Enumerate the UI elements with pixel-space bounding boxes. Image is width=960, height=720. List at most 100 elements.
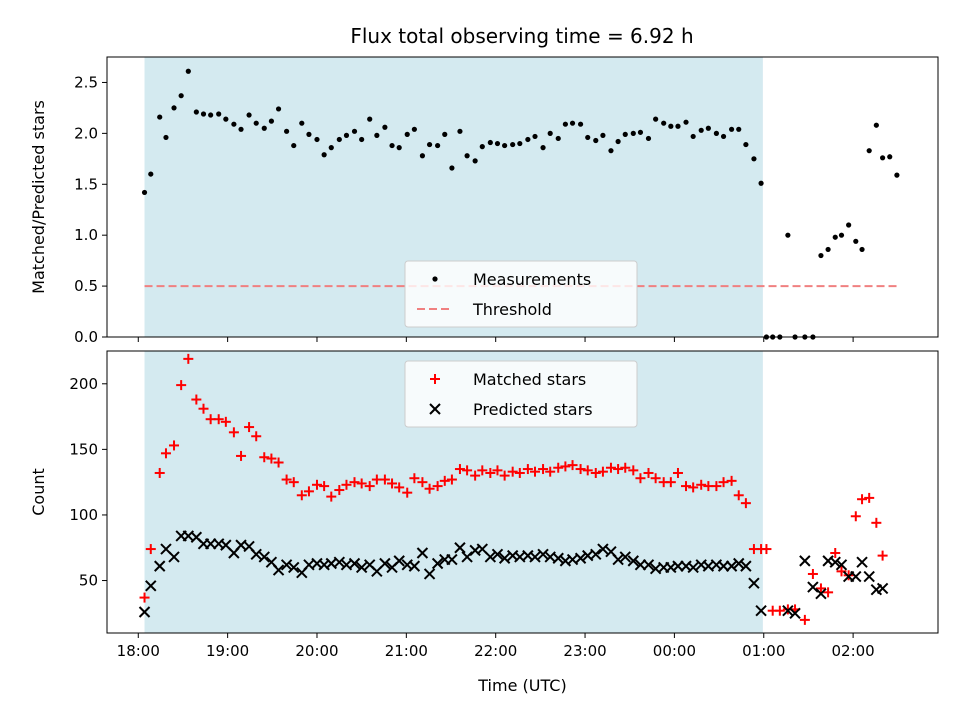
matched-star-point (522, 464, 533, 475)
measurement-point (540, 145, 546, 151)
measurement-point (645, 135, 652, 142)
bottom-y-ticks: 50 100 150 200 (69, 375, 107, 590)
measurement-point (328, 145, 334, 151)
top-legend: Measurements Threshold (404, 260, 638, 328)
matched-star-point (485, 467, 496, 478)
matched-star-point (191, 394, 202, 405)
matched-star-point (799, 614, 810, 625)
matched-star-point (726, 475, 737, 486)
x-tick-label: 23:00 (563, 642, 606, 660)
chart-title: Flux total observing time = 6.92 h (350, 24, 693, 48)
measurement-point (442, 131, 448, 137)
matched-star-point (220, 416, 231, 427)
y-tick-label: 1.5 (74, 175, 98, 193)
matched-star-point (154, 467, 165, 478)
measurement-point (668, 123, 674, 129)
matched-star-point (575, 464, 586, 475)
matched-star-point (613, 464, 624, 475)
measurement-point (389, 142, 395, 149)
measurement-point (846, 222, 852, 228)
predicted-star-point (145, 580, 157, 592)
predicted-star-point (138, 606, 151, 618)
matched-star-point (334, 485, 345, 496)
matched-star-point (530, 466, 541, 477)
measurement-point (200, 111, 207, 117)
measurement-point (577, 121, 584, 127)
matched-star-point (341, 479, 352, 490)
predicted-star-point (799, 555, 811, 567)
matched-star-point (553, 462, 564, 473)
measurement-point (479, 144, 485, 150)
measurement-point (171, 105, 177, 111)
matched-star-point (356, 478, 367, 489)
measurement-point (449, 165, 455, 171)
y-tick-label: 100 (69, 506, 98, 524)
matched-star-point (635, 473, 646, 484)
matched-star-point (446, 474, 457, 485)
measurement-point (208, 112, 214, 118)
matched-star-point (711, 481, 722, 492)
measurement-point (562, 121, 568, 127)
measurement-point (675, 123, 681, 129)
y-tick-label: 150 (69, 440, 98, 458)
measurement-point (880, 155, 886, 161)
matched-star-point (169, 440, 180, 451)
predicted-star-point (491, 548, 504, 561)
measurement-point (622, 131, 628, 137)
matched-star-point (266, 453, 277, 464)
matched-star-point (432, 481, 443, 492)
legend-label: Measurements (473, 270, 591, 289)
measurement-point (736, 126, 742, 132)
measurement-point (374, 132, 380, 138)
measurement-point (238, 126, 244, 132)
matched-star-point (288, 477, 299, 488)
matched-star-point (228, 427, 239, 438)
predicted-star-point (789, 607, 801, 620)
measurement-point (246, 112, 252, 118)
measurement-point (231, 121, 237, 127)
matched-star-point (364, 481, 375, 492)
measurement-point (873, 122, 879, 128)
measurement-point (148, 171, 154, 177)
measurement-point (517, 140, 523, 147)
y-tick-label: 0.0 (74, 328, 98, 346)
measurement-point (585, 134, 591, 141)
matched-star-point (733, 490, 744, 501)
measurement-point (359, 136, 365, 143)
measurement-point (457, 128, 463, 134)
measurement-point (532, 133, 538, 140)
matched-star-point (545, 466, 556, 477)
predicted-star-point (446, 553, 458, 566)
matched-star-point (628, 465, 639, 476)
predicted-star-point (755, 604, 767, 617)
predicted-star-point (454, 542, 466, 554)
measurement-point (705, 125, 711, 131)
matched-star-point (379, 474, 390, 485)
predicted-star-point (815, 587, 827, 600)
x-tick-label: 20:00 (295, 642, 338, 660)
matched-star-point (718, 477, 729, 488)
matched-star-point (871, 517, 882, 528)
matched-star-point (462, 465, 473, 476)
matched-star-point (774, 605, 785, 616)
measurement-points (141, 68, 900, 340)
predicted-star-point (574, 552, 587, 564)
matched-star-point (492, 465, 503, 476)
measurement-point (502, 142, 508, 149)
measurement-point (525, 136, 531, 143)
bottom-legend: Matched stars Predicted stars (404, 360, 638, 428)
x-tick-label: 18:00 (117, 642, 160, 660)
legend-plus-swatch (430, 374, 440, 384)
matched-star-point (650, 473, 661, 484)
predicted-star-point (529, 551, 541, 563)
measurement-point (472, 158, 478, 164)
measurement-point (728, 126, 735, 132)
measurement-point (547, 130, 553, 136)
predicted-star-point (416, 547, 429, 559)
measurement-point (178, 93, 184, 99)
x-tick-label: 21:00 (385, 642, 428, 660)
bottom-y-axis-label: Count (29, 468, 48, 516)
predicted-star-point (423, 568, 436, 580)
measurement-point (637, 129, 644, 135)
measurement-point (615, 138, 621, 145)
